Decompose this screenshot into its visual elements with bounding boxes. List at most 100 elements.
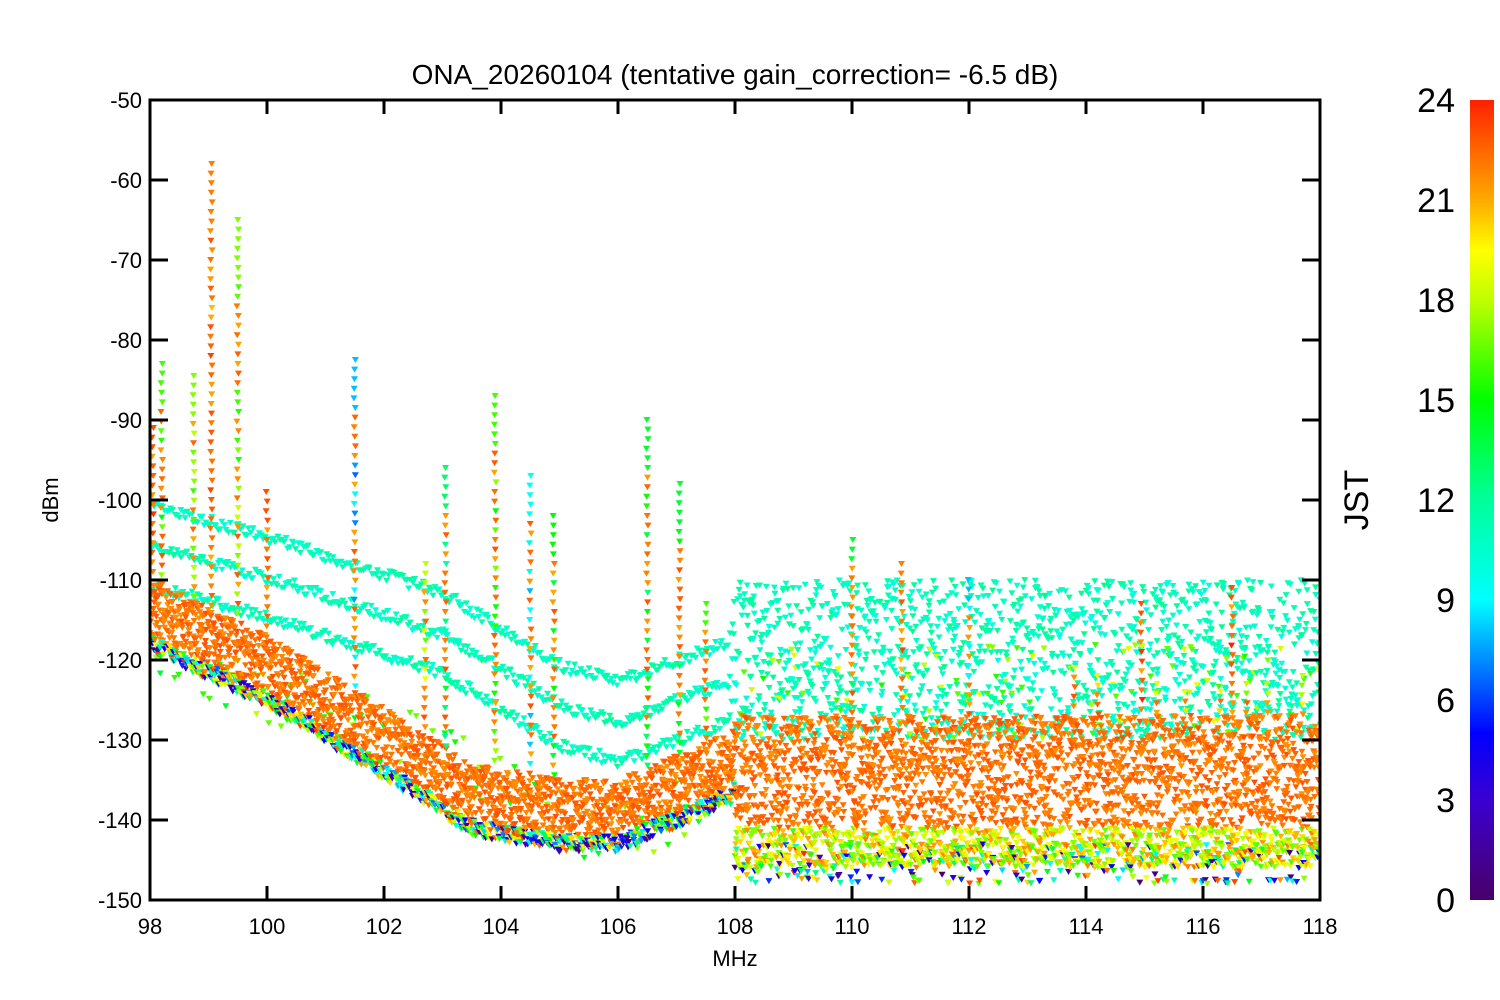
data-point — [451, 739, 459, 746]
data-point — [809, 603, 817, 609]
data-point — [1303, 650, 1311, 657]
data-point — [370, 613, 378, 620]
data-point — [274, 533, 282, 540]
data-point — [341, 600, 349, 607]
data-point — [540, 734, 548, 740]
data-point — [608, 816, 616, 823]
data-point — [304, 542, 312, 549]
data-point — [1165, 617, 1173, 624]
data-point — [198, 513, 206, 520]
data-point — [695, 818, 703, 825]
data-point — [873, 638, 881, 645]
data-point — [671, 734, 679, 741]
data-point — [544, 738, 552, 745]
data-point — [817, 584, 825, 591]
data-point — [814, 633, 822, 640]
data-point — [994, 657, 1002, 664]
data-point — [1173, 603, 1181, 610]
data-point — [509, 672, 517, 679]
data-point — [1180, 646, 1188, 653]
data-point — [992, 673, 1000, 680]
data-point — [890, 712, 898, 719]
data-point — [711, 728, 719, 735]
data-point — [736, 579, 744, 586]
data-point — [976, 611, 984, 618]
data-point — [795, 585, 803, 592]
data-point — [637, 815, 645, 822]
data-point — [959, 581, 967, 588]
data-point — [683, 653, 691, 659]
data-point — [718, 638, 726, 645]
data-point — [991, 603, 999, 610]
data-point — [920, 662, 928, 669]
data-point — [276, 641, 284, 648]
data-point — [774, 607, 782, 614]
data-point — [985, 684, 993, 691]
data-point — [799, 626, 807, 633]
data-point — [770, 584, 778, 591]
data-point — [823, 680, 831, 687]
data-point — [155, 625, 163, 631]
data-point — [798, 727, 806, 734]
data-point — [1235, 627, 1243, 634]
data-point — [283, 694, 291, 701]
data-point — [993, 627, 1001, 634]
data-point — [237, 612, 245, 619]
data-point — [464, 610, 472, 617]
data-point — [1114, 611, 1122, 618]
data-point — [1065, 653, 1073, 660]
data-point — [801, 722, 809, 729]
data-point — [834, 606, 842, 613]
data-point — [787, 736, 795, 743]
data-point — [781, 666, 788, 673]
data-point — [256, 610, 264, 617]
data-point — [998, 712, 1006, 719]
data-point — [306, 549, 314, 556]
data-point — [1034, 696, 1042, 703]
data-point — [1129, 700, 1137, 707]
data-point — [1140, 588, 1148, 595]
data-point — [376, 647, 384, 654]
data-point — [739, 733, 747, 740]
data-point — [744, 657, 752, 664]
data-point — [748, 687, 756, 694]
data-point — [780, 694, 788, 701]
data-point — [981, 648, 989, 655]
data-point — [909, 628, 917, 635]
data-point — [840, 581, 848, 588]
data-point — [365, 565, 373, 572]
data-point — [782, 660, 790, 667]
data-point — [872, 618, 880, 625]
data-point — [244, 525, 252, 532]
data-point — [1268, 614, 1276, 621]
data-point — [566, 705, 574, 712]
data-point — [1114, 706, 1122, 713]
data-point — [373, 651, 381, 657]
data-point — [292, 583, 299, 590]
data-point — [731, 698, 739, 705]
data-point — [1083, 687, 1090, 694]
data-point — [806, 647, 814, 654]
data-point — [505, 839, 513, 846]
data-point — [1025, 637, 1033, 644]
data-point — [1245, 658, 1253, 665]
data-point — [925, 708, 933, 715]
data-point — [171, 585, 179, 592]
data-point — [1101, 632, 1109, 639]
data-point — [266, 541, 274, 547]
data-point — [729, 621, 737, 628]
data-point — [1029, 680, 1037, 687]
data-point — [726, 712, 734, 719]
data-point — [834, 691, 842, 697]
data-point — [786, 621, 793, 628]
data-point — [739, 604, 747, 611]
data-point — [582, 673, 590, 680]
data-point — [735, 718, 743, 725]
data-point — [944, 720, 952, 727]
data-point — [818, 641, 826, 648]
data-point — [675, 733, 683, 740]
data-point — [452, 684, 460, 691]
data-point — [755, 697, 763, 704]
data-point — [837, 707, 844, 714]
data-point — [429, 592, 437, 599]
